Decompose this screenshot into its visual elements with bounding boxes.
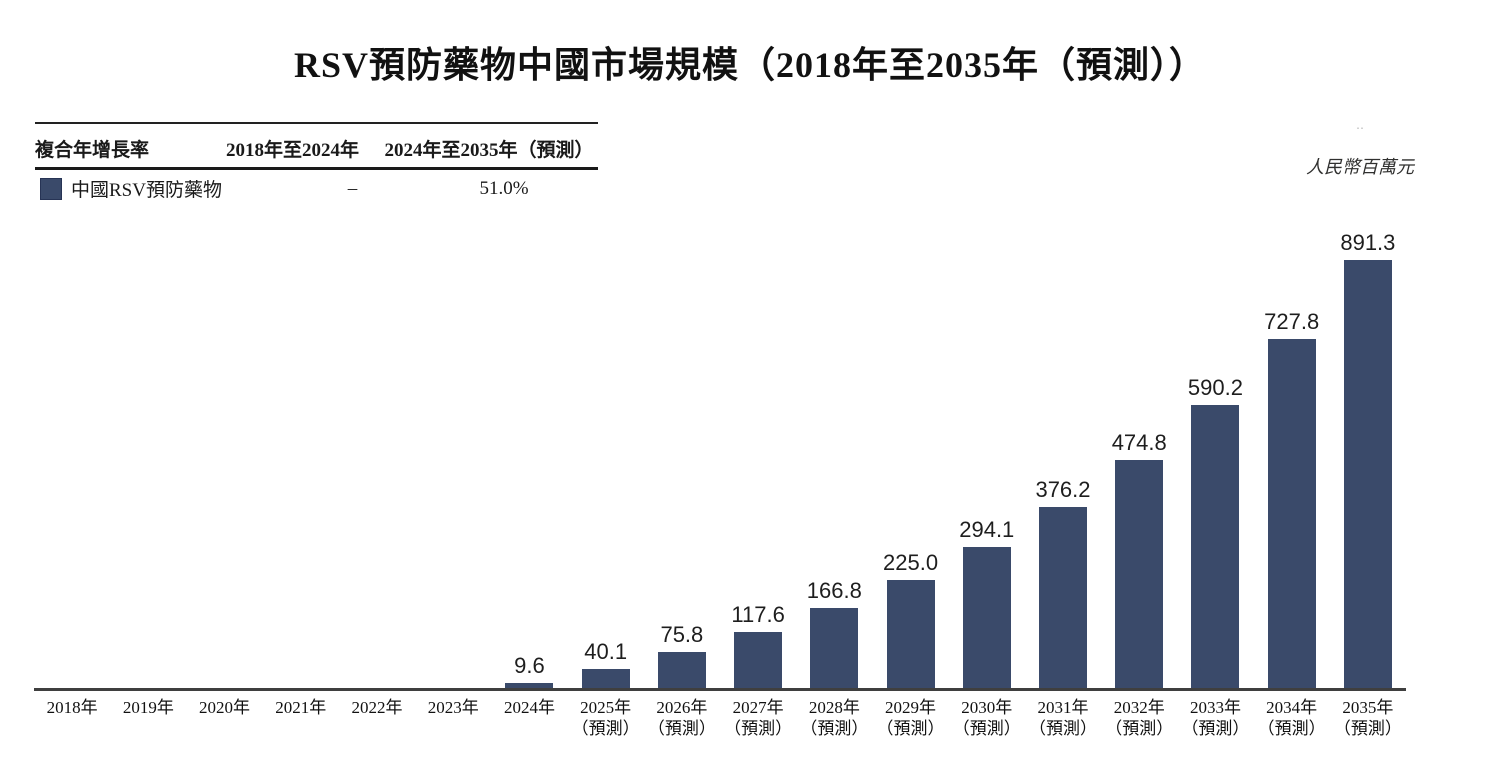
x-tick-2023: 2023年: [427, 698, 479, 717]
page-title: RSV預防藥物中國市場規模（2018年至2035年（預測））: [293, 45, 1207, 85]
x-tick-2035: 2035年 （預測）: [1333, 698, 1402, 738]
x-axis-line: [34, 688, 1406, 691]
x-tick-2029: 2029年 （預測）: [876, 698, 945, 738]
bar-2028: [810, 608, 858, 688]
bar-value-2030: 294.1: [959, 517, 1015, 542]
x-tick-2032: 2032年 （預測）: [1105, 698, 1174, 738]
legend-swatch-icon: [40, 177, 62, 200]
bar-2029: [887, 580, 935, 688]
bar-2030: [963, 547, 1011, 688]
bar-value-2028: 166.8: [806, 578, 862, 603]
bar-2034: [1268, 339, 1316, 688]
bar-value-2031: 376.2: [1035, 477, 1091, 502]
faint-artifact-mark: ‥: [1356, 118, 1367, 132]
bar-2033: [1191, 405, 1239, 688]
bar-2031: [1039, 507, 1087, 688]
cagr-value-2024-2035: 51.0%: [479, 177, 529, 199]
bar-value-2034: 727.8: [1264, 309, 1320, 334]
cagr-table-header: 複合年增長率 2018年至2024年 2024年至2035年（預測）: [35, 124, 598, 170]
x-tick-2025: 2025年 （預測）: [571, 698, 640, 738]
x-tick-2034: 2034年 （預測）: [1257, 698, 1326, 738]
x-tick-2019: 2019年: [122, 698, 174, 717]
bar-2026: [658, 652, 706, 688]
series-cell: 中國RSV預防藥物: [35, 175, 295, 202]
x-tick-2021: 2021年: [275, 698, 327, 717]
bar-2027: [734, 632, 782, 688]
cagr-table: 複合年增長率 2018年至2024年 2024年至2035年（預測） 中國RSV…: [35, 122, 598, 202]
bar-2032: [1115, 460, 1163, 688]
bar-value-2025: 40.1: [584, 639, 628, 664]
y-axis-unit-label: 人民幣百萬元: [1306, 157, 1414, 177]
bar-value-2033: 590.2: [1187, 375, 1243, 400]
x-tick-2031: 2031年 （預測）: [1028, 698, 1097, 738]
x-tick-2020: 2020年: [199, 698, 251, 717]
bar-2025: [582, 669, 630, 688]
bar-value-2029: 225.0: [883, 550, 939, 575]
bar-chart: 2018年 2019年 2020年 2021年 2022年 2023年 2024年 9.6 20…: [34, 220, 1406, 764]
series-label: 中國RSV預防藥物: [71, 180, 222, 201]
bar-2035: [1344, 260, 1392, 688]
cagr-table-row: 中國RSV預防藥物 – 51.0%: [35, 170, 598, 202]
cagr-value-2018-2024: –: [347, 177, 358, 199]
x-tick-2028: 2028年 （預測）: [800, 698, 869, 738]
x-tick-2022: 2022年: [351, 698, 403, 717]
x-tick-2030: 2030年 （預測）: [952, 698, 1021, 738]
cagr-header-metric: 複合年增長率: [35, 140, 150, 161]
x-tick-2026: 2026年 （預測）: [647, 698, 716, 738]
bar-2024: [505, 683, 553, 688]
cagr-header-2024-2035: 2024年至2035年（預測）: [384, 140, 594, 161]
x-tick-2018: 2018年: [46, 698, 98, 717]
x-tick-2024: 2024年: [503, 698, 555, 717]
bar-value-2035: 891.3: [1340, 230, 1396, 255]
x-tick-2033: 2033年 （預測）: [1181, 698, 1250, 738]
bar-value-2032: 474.8: [1111, 430, 1167, 455]
cagr-header-2018-2024: 2018年至2024年: [225, 140, 359, 161]
bar-value-2024: 9.6: [514, 653, 545, 678]
x-tick-2027: 2027年 （預測）: [724, 698, 793, 738]
bar-value-2026: 75.8: [660, 622, 704, 647]
bar-value-2027: 117.6: [731, 602, 785, 627]
